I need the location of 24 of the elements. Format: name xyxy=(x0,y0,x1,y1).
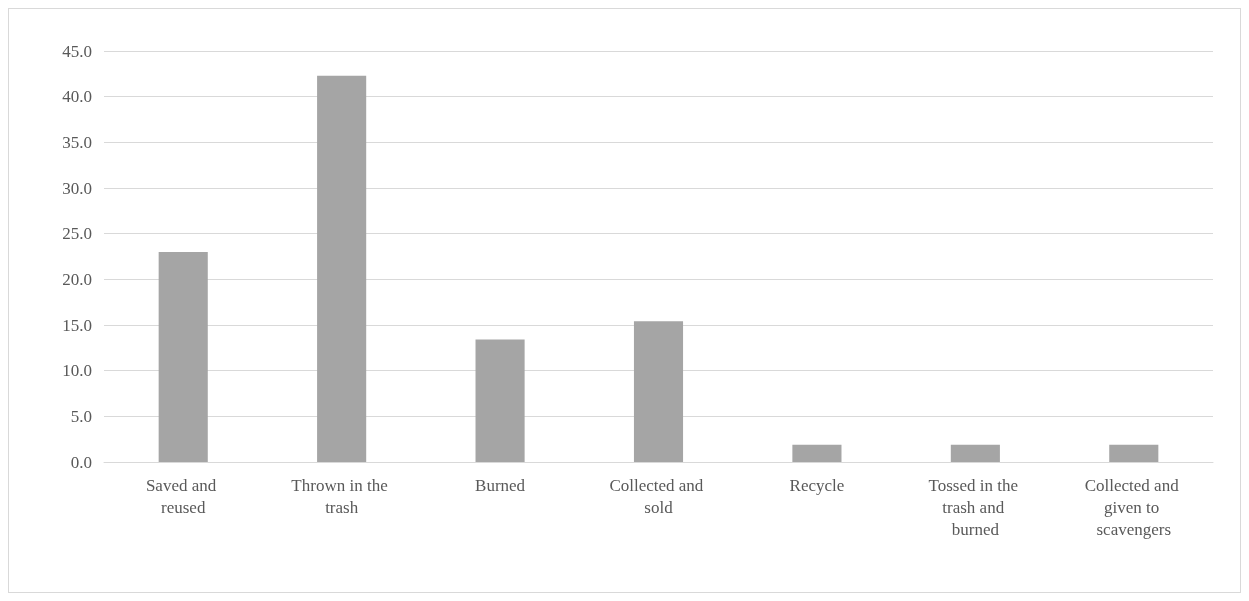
y-tick-label: 25.0 xyxy=(62,224,92,244)
y-tick-label: 5.0 xyxy=(70,406,92,426)
x-tick-label: Thrown in the trash xyxy=(291,475,392,517)
bar xyxy=(317,75,367,462)
y-tick-label: 20.0 xyxy=(62,269,92,289)
bar xyxy=(475,339,525,462)
y-tick-label: 10.0 xyxy=(62,361,92,381)
y-tick-label: 40.0 xyxy=(62,87,92,107)
y-tick-label: 0.0 xyxy=(70,452,92,472)
y-tick-label: 35.0 xyxy=(62,132,92,152)
y-tick-label: 30.0 xyxy=(62,178,92,198)
bar xyxy=(1109,444,1159,462)
y-tick-label: 15.0 xyxy=(62,315,92,335)
bar xyxy=(792,444,842,462)
x-tick-label: Burned xyxy=(475,475,526,495)
x-tick-label: Tossed in the trash and burned xyxy=(928,475,1023,539)
bar xyxy=(950,444,1000,462)
x-tick-label: Collected and given to scavengers xyxy=(1084,475,1183,539)
bar xyxy=(158,251,208,462)
x-tick-label: Collected and sold xyxy=(609,475,708,517)
x-tick-label: Saved and reused xyxy=(145,475,221,517)
bar xyxy=(633,321,684,462)
y-tick-label: 45.0 xyxy=(62,41,92,61)
x-tick-label: Recycle xyxy=(789,475,845,495)
